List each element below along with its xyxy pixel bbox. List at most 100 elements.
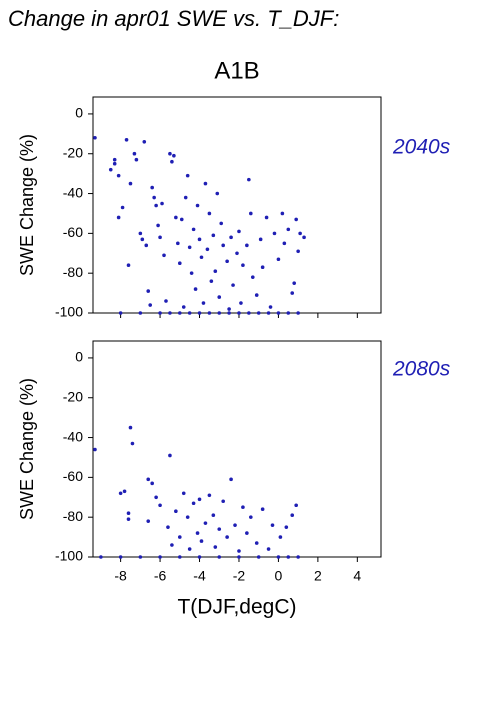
- x-tick-label: -4: [193, 568, 206, 584]
- data-point: [158, 311, 162, 315]
- y-axis-label: SWE Change (%): [17, 134, 37, 276]
- data-point: [296, 555, 300, 559]
- data-point: [203, 521, 208, 525]
- data-point: [199, 255, 204, 260]
- data-point: [187, 245, 192, 250]
- data-point: [201, 301, 206, 305]
- data-point: [233, 523, 237, 527]
- data-point: [108, 167, 113, 172]
- data-point: [286, 555, 291, 559]
- y-tick-label: -80: [63, 508, 83, 524]
- data-point: [231, 283, 235, 287]
- data-point: [122, 489, 127, 494]
- data-point: [270, 523, 275, 527]
- data-point: [276, 257, 281, 262]
- y-tick-label: 0: [75, 349, 83, 365]
- data-point: [116, 215, 121, 220]
- data-point: [150, 481, 154, 486]
- data-point: [286, 227, 291, 232]
- data-point: [177, 535, 182, 539]
- data-point: [302, 235, 306, 240]
- data-point: [168, 311, 172, 315]
- data-point: [128, 181, 133, 186]
- data-point: [235, 251, 239, 256]
- y-tick-label: -40: [63, 428, 83, 444]
- data-point: [241, 505, 245, 510]
- data-point: [197, 555, 202, 559]
- data-point: [250, 275, 255, 279]
- plot-frame: [92, 340, 382, 558]
- data-point: [276, 311, 281, 315]
- data-point: [280, 211, 285, 216]
- data-point: [185, 173, 190, 178]
- data-point: [148, 303, 153, 307]
- chart-title: Change in apr01 SWE vs. T_DJF:: [8, 6, 339, 31]
- data-point: [237, 549, 241, 553]
- data-point: [146, 477, 151, 482]
- data-point: [292, 281, 297, 285]
- y-tick-label: -40: [63, 184, 83, 200]
- data-point: [138, 231, 143, 236]
- data-point: [249, 211, 253, 216]
- data-point: [160, 201, 164, 206]
- data-point: [213, 545, 218, 549]
- data-point: [152, 195, 156, 200]
- data-point: [294, 503, 298, 508]
- data-point: [290, 513, 295, 517]
- data-point: [154, 203, 158, 208]
- x-tick-label: -6: [154, 568, 167, 584]
- data-point: [225, 535, 229, 539]
- x-tick-label: -8: [114, 568, 127, 584]
- data-point: [237, 311, 241, 315]
- y-tick-label: -60: [63, 224, 83, 240]
- data-point: [254, 293, 259, 297]
- data-point: [144, 243, 149, 248]
- data-point: [211, 513, 216, 517]
- data-point: [128, 425, 133, 430]
- data-point: [258, 237, 263, 242]
- data-point: [120, 205, 125, 210]
- data-point: [174, 215, 178, 220]
- data-point: [254, 541, 259, 545]
- data-point: [177, 555, 182, 559]
- data-point: [154, 495, 158, 500]
- data-point: [197, 237, 202, 242]
- data-point: [150, 185, 154, 190]
- data-point: [116, 173, 121, 178]
- data-point: [266, 311, 271, 315]
- data-point: [99, 555, 103, 559]
- data-point: [247, 177, 251, 182]
- data-point: [245, 531, 249, 535]
- data-point: [266, 547, 271, 551]
- data-point: [93, 447, 97, 452]
- data-point: [195, 531, 200, 535]
- data-point: [207, 493, 212, 498]
- data-point: [199, 539, 204, 543]
- data-point: [172, 153, 176, 158]
- data-point: [112, 161, 117, 166]
- data-point: [217, 311, 222, 315]
- data-point: [126, 517, 131, 521]
- y-tick-label: -20: [63, 388, 83, 404]
- data-point: [215, 191, 220, 196]
- data-point: [229, 477, 233, 482]
- data-point: [118, 555, 123, 559]
- x-tick-label: 0: [275, 568, 283, 584]
- data-point: [249, 515, 253, 519]
- data-point: [217, 295, 222, 299]
- data-point: [296, 249, 300, 254]
- data-point: [132, 151, 137, 156]
- data-point: [142, 139, 147, 144]
- y-tick-label: -100: [55, 548, 83, 564]
- data-point: [217, 555, 222, 559]
- data-point: [126, 263, 131, 268]
- data-point: [134, 157, 139, 162]
- data-point: [140, 237, 145, 242]
- data-point: [166, 525, 170, 529]
- data-point: [213, 269, 218, 273]
- data-point: [211, 233, 216, 238]
- data-point: [256, 311, 261, 315]
- data-point: [162, 253, 166, 258]
- data-point: [298, 231, 302, 236]
- data-point: [170, 159, 174, 164]
